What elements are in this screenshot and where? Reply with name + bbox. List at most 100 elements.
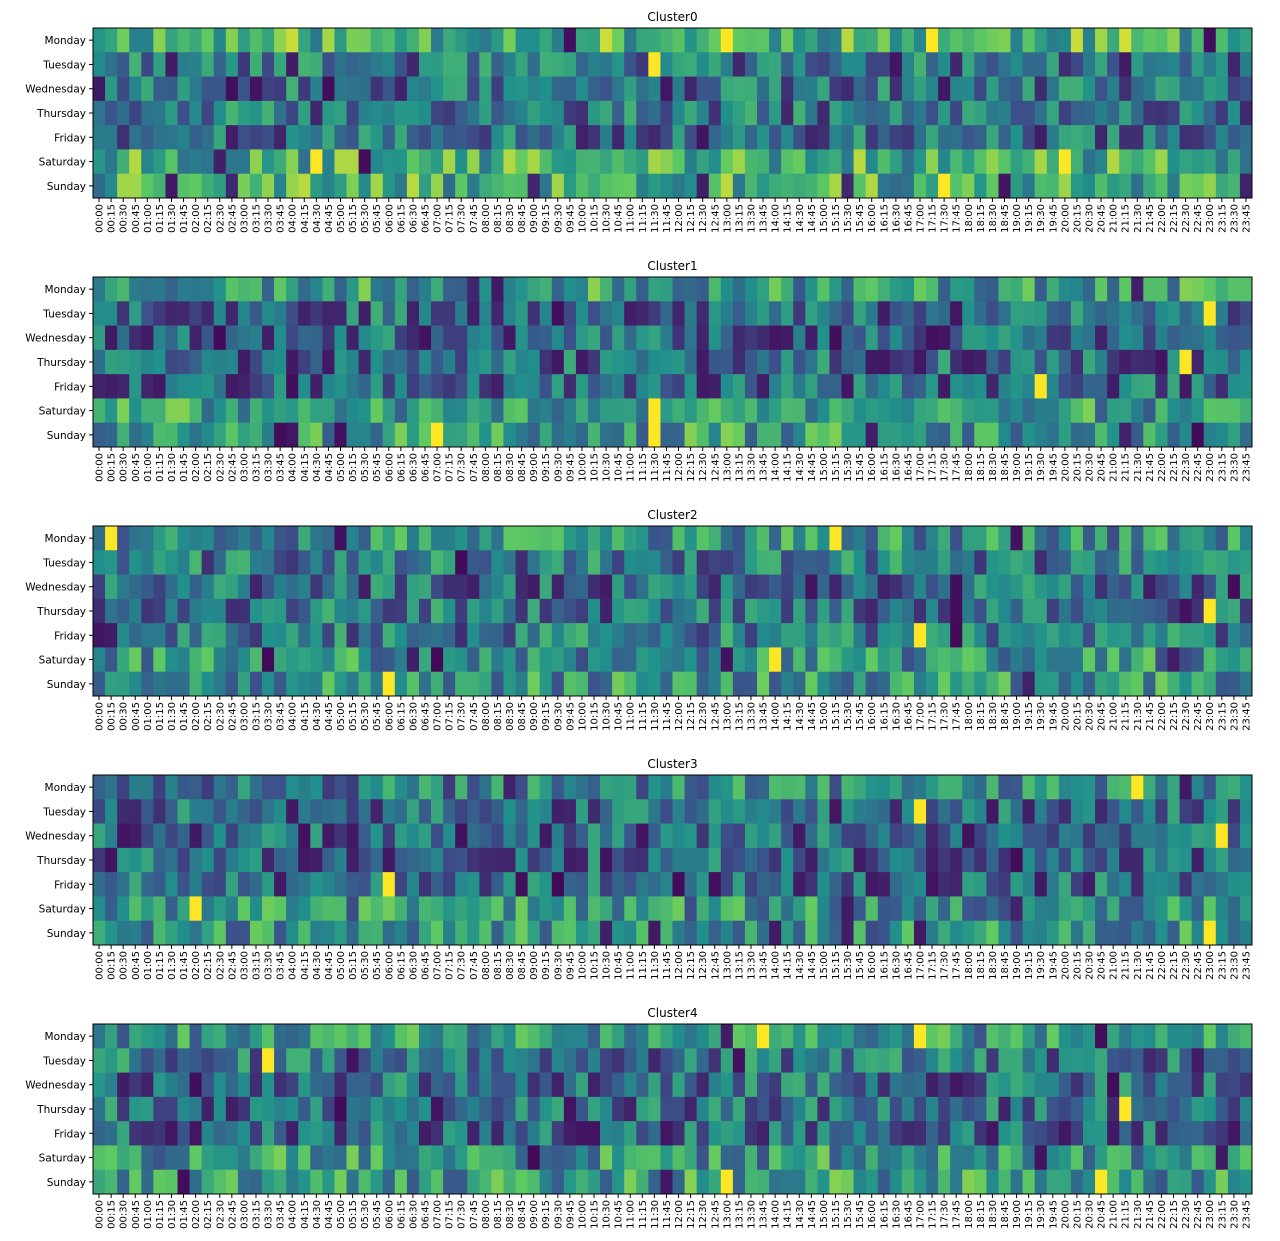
heatmap-cell: [322, 623, 335, 648]
heatmap-cell: [274, 125, 287, 150]
x-tick-label: 14:30: [795, 951, 806, 980]
heatmap-cell: [1131, 1048, 1144, 1073]
heatmap-cell: [346, 671, 359, 697]
x-tick-label: 08:15: [493, 204, 504, 233]
heatmap-cell: [1215, 1072, 1229, 1098]
heatmap-cell: [793, 28, 806, 53]
heatmap-cell: [189, 76, 202, 102]
heatmap-cell: [455, 349, 468, 375]
y-tick-label: Monday: [45, 782, 86, 794]
heatmap-cell: [418, 920, 432, 946]
heatmap-cell: [455, 550, 468, 575]
heatmap-cell: [1010, 325, 1023, 351]
heatmap-cell: [974, 1145, 987, 1171]
heatmap-cell: [141, 277, 154, 302]
heatmap-cell: [587, 1121, 601, 1146]
x-tick-label: 02:00: [191, 951, 202, 980]
heatmap-cell: [479, 823, 492, 849]
heatmap-cell: [105, 623, 118, 648]
heatmap-cell: [274, 799, 287, 824]
heatmap-cell: [1131, 598, 1144, 624]
heatmap-cell: [213, 623, 227, 648]
x-tick-label: 08:15: [493, 1200, 504, 1229]
heatmap-cell: [1034, 823, 1048, 849]
heatmap-cell: [249, 52, 263, 77]
heatmap-cell: [358, 100, 372, 126]
heatmap-cell: [515, 671, 528, 697]
heatmap-cell: [382, 1024, 396, 1049]
heatmap-cell: [479, 374, 492, 399]
heatmap-cell: [720, 574, 734, 600]
heatmap-cell: [503, 526, 516, 551]
heatmap-cell: [382, 647, 396, 673]
heatmap-cell: [913, 349, 927, 375]
y-tick-label: Friday: [54, 630, 86, 642]
heatmap-cell: [225, 52, 239, 77]
x-tick-label: 12:00: [674, 1200, 685, 1229]
heatmap-cell: [769, 671, 782, 697]
heatmap-cell: [805, 125, 818, 150]
heatmap-cell: [672, 349, 685, 375]
heatmap-cell: [732, 872, 746, 897]
heatmap-cell: [865, 847, 879, 873]
heatmap-cell: [479, 173, 492, 199]
heatmap-cell: [479, 872, 492, 897]
heatmap-cell: [310, 325, 323, 351]
x-tick-label: 04:45: [324, 702, 335, 731]
heatmap-cell: [720, 671, 734, 697]
heatmap-cell: [913, 872, 927, 897]
x-tick-label: 17:00: [915, 453, 926, 482]
heatmap-cell: [950, 647, 963, 673]
heatmap-cell: [551, 671, 565, 697]
heatmap-cell: [1179, 1121, 1192, 1146]
heatmap-cell: [769, 374, 782, 399]
heatmap-cell: [539, 52, 553, 77]
heatmap-cell: [1203, 125, 1217, 150]
heatmap-cell: [708, 52, 722, 77]
heatmap-cell: [93, 301, 106, 326]
heatmap-cell: [1119, 277, 1132, 302]
heatmap-cell: [684, 1145, 697, 1171]
x-tick-label: 01:30: [167, 204, 178, 233]
heatmap-cell: [1082, 1169, 1096, 1195]
x-tick-label: 22:00: [1157, 1200, 1168, 1229]
heatmap-cell: [829, 325, 842, 351]
heatmap-cell: [322, 598, 335, 624]
heatmap-cell: [443, 349, 456, 375]
heatmap-cell: [382, 52, 396, 77]
heatmap-cell: [298, 847, 311, 873]
heatmap-cell: [503, 100, 516, 126]
heatmap-cell: [696, 1169, 710, 1195]
heatmap-cell: [358, 398, 372, 424]
heatmap-cell: [93, 823, 106, 849]
heatmap-cell: [262, 1121, 275, 1146]
heatmap-cell: [491, 1121, 504, 1146]
heatmap-cell: [913, 1072, 927, 1098]
heatmap-cell: [600, 920, 613, 946]
heatmap-cell: [829, 1121, 842, 1146]
heatmap-cell: [539, 872, 553, 897]
heatmap-cell: [1107, 623, 1120, 648]
heatmap-cell: [1010, 920, 1023, 946]
heatmap-cell: [587, 896, 601, 922]
heatmap-cell: [237, 574, 251, 600]
heatmap-cell: [418, 349, 432, 375]
heatmap-cell: [539, 349, 553, 375]
heatmap-cell: [382, 301, 396, 326]
heatmap-cell: [1239, 526, 1253, 551]
heatmap-cell: [998, 920, 1011, 946]
x-tick-label: 15:15: [831, 204, 842, 233]
heatmap-cell: [491, 1145, 504, 1171]
x-tick-label: 07:45: [469, 702, 480, 731]
x-tick-label: 22:30: [1181, 951, 1192, 980]
heatmap-cell: [370, 896, 384, 922]
heatmap-cell: [1203, 896, 1217, 922]
heatmap-cell: [491, 398, 504, 424]
heatmap-cell: [1046, 847, 1060, 873]
heatmap-cell: [1179, 125, 1192, 150]
heatmap-cell: [769, 872, 782, 897]
heatmap-cell: [298, 1048, 311, 1073]
heatmap-cell: [370, 1024, 384, 1049]
x-tick-label: 06:00: [384, 951, 395, 980]
heatmap-cell: [1167, 574, 1180, 600]
